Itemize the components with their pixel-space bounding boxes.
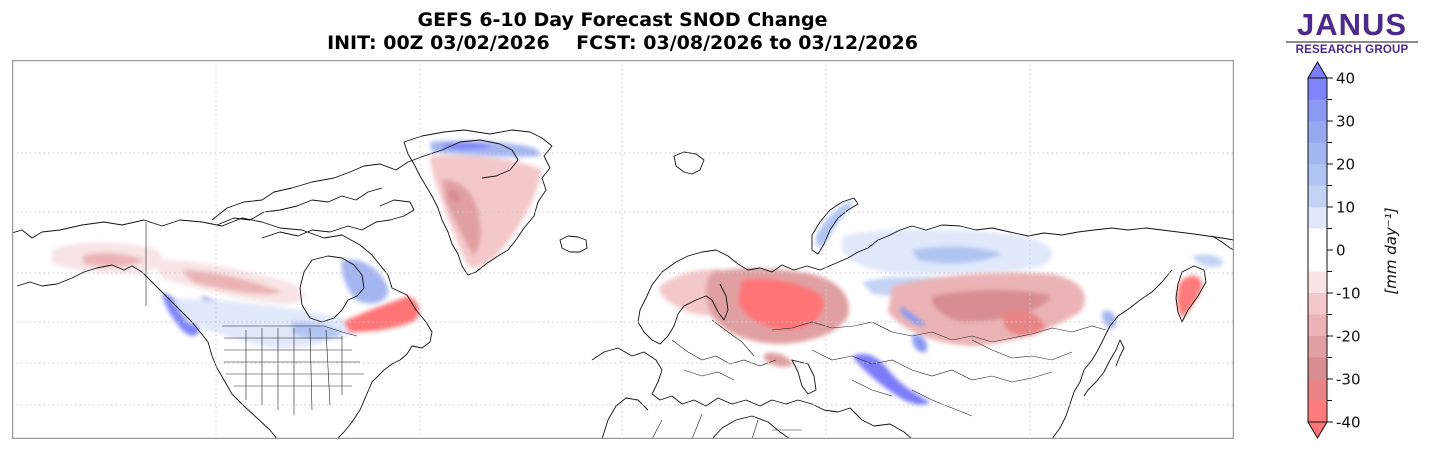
colorbar-band-positive <box>1308 207 1327 229</box>
logo-name: JANUS <box>1296 7 1408 42</box>
anomaly-contour <box>852 353 930 405</box>
coastline-iceland <box>559 235 588 253</box>
colorbar-band-positive <box>1308 185 1327 208</box>
colorbar-tick-label: -40 <box>1336 414 1361 432</box>
coastline-north-america <box>12 217 433 439</box>
border-central-asia <box>811 349 1053 417</box>
colorbar-band-positive <box>1308 164 1327 186</box>
anomaly-region <box>706 268 849 344</box>
colorbar-extend-min <box>1307 421 1328 439</box>
colorbar-fills <box>1307 61 1328 439</box>
anomaly-contour <box>82 253 144 267</box>
colorbar-band-negative <box>1308 271 1327 294</box>
border-africa <box>651 413 802 439</box>
anomaly-contour <box>341 259 389 304</box>
colorbar-tick-label: 20 <box>1336 156 1355 174</box>
anomaly-region <box>430 154 542 268</box>
coastline-novaya-zemlya <box>811 197 859 255</box>
coastline-east-asia <box>1051 269 1173 439</box>
anomaly-contour <box>162 292 199 336</box>
border-mongolia <box>971 339 1073 361</box>
anomaly-region <box>152 259 305 304</box>
colorbar-extend-max <box>1307 61 1328 79</box>
colorbar-band-positive <box>1308 121 1327 143</box>
colorbar-tick-label: 40 <box>1336 70 1355 88</box>
coastline-alaska-south <box>16 264 278 439</box>
logo-divider <box>1286 41 1418 43</box>
border-russia-kazakhstan <box>771 321 1107 343</box>
borders <box>145 222 1107 439</box>
colorbar-band-negative <box>1308 336 1327 358</box>
anomaly-contour <box>1177 275 1202 318</box>
anomaly-contour <box>1102 310 1117 329</box>
colorbar-tick-label: -20 <box>1336 328 1361 346</box>
colorbar-band-positive <box>1308 99 1327 122</box>
colorbar-tick-label: -10 <box>1336 285 1361 303</box>
janus-logo: JANUS RESEARCH GROUP <box>1284 7 1420 56</box>
anomaly-contour <box>931 290 1052 322</box>
anomaly-contour <box>182 270 282 295</box>
anomaly-contour <box>448 189 461 204</box>
colorbar-band-negative <box>1308 314 1327 337</box>
coastline-arctic-islands <box>211 139 519 221</box>
colorbar-ticks: 40 30 20 10 0 -10 -20 -30 -40 <box>1327 70 1361 432</box>
anomaly-region <box>852 353 930 405</box>
anomaly-contour <box>1002 308 1046 337</box>
logo-subtitle: RESEARCH GROUP <box>1295 44 1409 56</box>
colorbar-band-zero <box>1308 228 1327 272</box>
anomaly-contour <box>430 154 542 268</box>
colorbar-label: [mm day⁻¹] <box>1382 207 1400 294</box>
gridlines <box>12 60 1234 439</box>
anomaly-contour <box>900 306 926 326</box>
anomaly-region <box>341 259 389 304</box>
anomaly-contour <box>1192 254 1224 267</box>
colorbar-band-negative <box>1308 357 1327 380</box>
colorbar-tick-label: 0 <box>1336 242 1346 260</box>
coastline-middle-east <box>711 415 791 439</box>
colorbar-tick-label: 10 <box>1336 199 1355 217</box>
coastline-kamchatka <box>1175 265 1207 323</box>
anomaly-contour <box>738 278 824 330</box>
border-us-canada <box>222 325 358 337</box>
coastline-caspian <box>791 359 817 395</box>
colorbar: 40 30 20 10 0 -10 -20 -30 -40 [mm day⁻¹] <box>1307 61 1400 439</box>
colorbar-tick-label: -30 <box>1336 371 1361 389</box>
colorbar-tick-label: 30 <box>1336 113 1355 131</box>
colorbar-band-negative <box>1308 379 1327 401</box>
anomaly-region <box>344 296 420 332</box>
map-frame <box>12 60 1234 439</box>
chart-subtitle: INIT: 00Z 03/02/2026 FCST: 03/08/2026 to… <box>327 32 918 54</box>
anomaly-region <box>1177 275 1202 318</box>
forecast-map <box>12 60 1234 439</box>
anomaly-region <box>888 272 1085 346</box>
colorbar-band-negative <box>1308 293 1327 315</box>
colorbar-band-positive <box>1308 78 1327 100</box>
border-europe <box>671 319 777 381</box>
colorbar-band-negative <box>1308 400 1327 423</box>
anomaly-contour <box>912 335 928 353</box>
anomaly-contour <box>912 246 1002 264</box>
coastline-hudson-bay <box>299 255 365 323</box>
chart-title: GEFS 6-10 Day Forecast SNOD Change <box>417 9 828 31</box>
coastline-europe <box>591 347 799 407</box>
colorbar-band-positive <box>1308 142 1327 165</box>
coastline-eurasia <box>651 224 1234 286</box>
anomaly-region <box>52 242 163 274</box>
anomaly-contour <box>344 296 420 332</box>
coastline-japan <box>1083 339 1125 397</box>
anomaly-region <box>900 306 928 353</box>
us-state-grid <box>224 327 364 415</box>
coastline-greenland <box>403 129 553 276</box>
anomaly-region <box>1102 254 1224 329</box>
